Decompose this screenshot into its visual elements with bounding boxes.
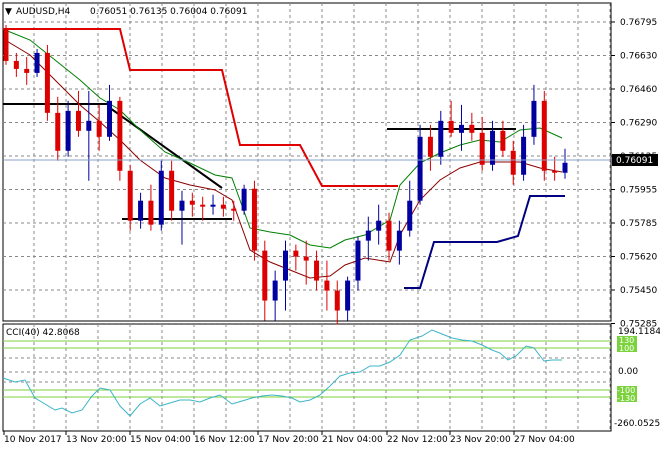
candle[interactable] bbox=[293, 244, 299, 271]
time-tick-label: 22 Nov 12:00 bbox=[387, 435, 448, 445]
candle[interactable] bbox=[220, 196, 226, 217]
grid bbox=[3, 3, 611, 431]
candle[interactable] bbox=[562, 148, 568, 179]
price-tick-label: 0.75785 bbox=[620, 219, 657, 229]
downtrend-line[interactable] bbox=[109, 107, 223, 189]
price-tick-label: 0.75285 bbox=[620, 320, 657, 330]
candle[interactable] bbox=[510, 140, 516, 185]
price-tick-label: 0.76630 bbox=[620, 52, 657, 62]
candle[interactable] bbox=[117, 96, 123, 181]
candle[interactable] bbox=[552, 156, 558, 181]
candle[interactable] bbox=[490, 120, 496, 171]
candle[interactable] bbox=[365, 216, 371, 261]
cci-level-130: 130 bbox=[619, 336, 634, 345]
candle[interactable] bbox=[541, 90, 547, 181]
candle[interactable] bbox=[262, 240, 268, 321]
price-tick-label: 0.75955 bbox=[620, 186, 657, 196]
candle[interactable] bbox=[169, 160, 175, 221]
candle[interactable] bbox=[469, 112, 475, 141]
price-tick-label: 0.76795 bbox=[620, 18, 657, 28]
candle[interactable] bbox=[334, 280, 340, 325]
candle[interactable] bbox=[355, 236, 361, 291]
cci-bottom-label: -260.0525 bbox=[614, 419, 660, 429]
time-tick-label: 16 Nov 12:00 bbox=[194, 435, 255, 445]
price-pane[interactable] bbox=[2, 2, 612, 322]
time-tick-label: 23 Nov 20:00 bbox=[450, 435, 511, 445]
symbol-label: AUDUSD,H4 bbox=[16, 7, 71, 17]
trailing-stop-red bbox=[3, 28, 398, 187]
candle[interactable] bbox=[96, 104, 102, 151]
candle[interactable] bbox=[189, 192, 195, 217]
candle[interactable] bbox=[231, 200, 237, 221]
candle[interactable] bbox=[44, 44, 50, 121]
time-tick-label: 13 Nov 20:00 bbox=[66, 435, 127, 445]
cci-label: CCI(40) 42.8068 bbox=[6, 328, 80, 338]
candle[interactable] bbox=[200, 196, 206, 221]
time-tick-label: 15 Nov 04:00 bbox=[130, 435, 191, 445]
cci-top-label: 194.1184 bbox=[618, 327, 660, 337]
price-tick-label: 0.76290 bbox=[620, 119, 657, 129]
candle[interactable] bbox=[396, 220, 402, 265]
candle[interactable] bbox=[13, 52, 19, 77]
candle[interactable] bbox=[158, 160, 164, 231]
price-tick-label: 0.75620 bbox=[620, 253, 657, 263]
time-tick-label: 17 Nov 20:00 bbox=[258, 435, 319, 445]
candle[interactable] bbox=[34, 48, 40, 77]
cci-zero-label: 0.00 bbox=[618, 367, 638, 377]
cci-pane[interactable] bbox=[2, 323, 612, 432]
candles[interactable] bbox=[3, 24, 568, 325]
current-price-value: 0.76091 bbox=[616, 156, 653, 166]
candle[interactable] bbox=[179, 190, 185, 245]
cci-line bbox=[2, 329, 562, 417]
candle[interactable] bbox=[458, 104, 464, 151]
candle[interactable] bbox=[127, 164, 133, 231]
candle[interactable] bbox=[283, 240, 288, 311]
candle[interactable] bbox=[427, 124, 433, 171]
candle[interactable] bbox=[407, 180, 413, 237]
cci-levels bbox=[3, 340, 611, 398]
candle[interactable] bbox=[272, 270, 278, 321]
chart-menu-icon[interactable]: ▼ bbox=[5, 7, 12, 17]
candle[interactable] bbox=[24, 56, 30, 85]
candle[interactable] bbox=[438, 110, 444, 165]
time-axis: 10 Nov 2017 13 Nov 20:00 15 Nov 04:00 16 No… bbox=[3, 431, 575, 445]
candle[interactable] bbox=[148, 184, 154, 231]
price-tick-label: 0.76460 bbox=[620, 85, 657, 95]
time-tick-label: 27 Nov 04:00 bbox=[514, 435, 575, 445]
candle[interactable] bbox=[479, 116, 485, 171]
candle[interactable] bbox=[376, 204, 382, 245]
trailing-stop-navy bbox=[404, 195, 565, 289]
candle[interactable] bbox=[107, 84, 113, 141]
candle[interactable] bbox=[86, 90, 92, 181]
price-tick-label: 0.75450 bbox=[620, 286, 657, 296]
candle[interactable] bbox=[417, 124, 423, 205]
candle[interactable] bbox=[65, 100, 71, 157]
candle[interactable] bbox=[251, 180, 257, 261]
price-axis: 0.767950.766300.764600.762900.761250.759… bbox=[611, 18, 657, 330]
current-price-tag bbox=[612, 154, 658, 166]
time-tick-label: 21 Nov 04:00 bbox=[322, 435, 383, 445]
candle[interactable] bbox=[314, 250, 320, 291]
candle[interactable] bbox=[138, 192, 144, 229]
cci-level-neg100: -100 bbox=[617, 386, 635, 395]
candle[interactable] bbox=[3, 24, 9, 65]
candle[interactable] bbox=[75, 90, 81, 137]
candle[interactable] bbox=[241, 184, 247, 215]
candle[interactable] bbox=[448, 100, 454, 137]
candle[interactable] bbox=[500, 120, 506, 157]
candle[interactable] bbox=[531, 84, 537, 145]
cci-level-neg130: -130 bbox=[617, 394, 635, 403]
candle[interactable] bbox=[345, 276, 351, 321]
ohlc-values: 0.76051 0.76135 0.76004 0.76091 bbox=[90, 7, 247, 17]
candle[interactable] bbox=[55, 96, 61, 161]
candle[interactable] bbox=[303, 240, 309, 285]
time-tick-label: 10 Nov 2017 bbox=[4, 435, 62, 445]
candle[interactable] bbox=[210, 194, 216, 215]
cci-level-100: 100 bbox=[619, 344, 634, 353]
candle[interactable] bbox=[324, 260, 330, 311]
candle[interactable] bbox=[521, 124, 527, 181]
candle[interactable] bbox=[386, 212, 392, 261]
